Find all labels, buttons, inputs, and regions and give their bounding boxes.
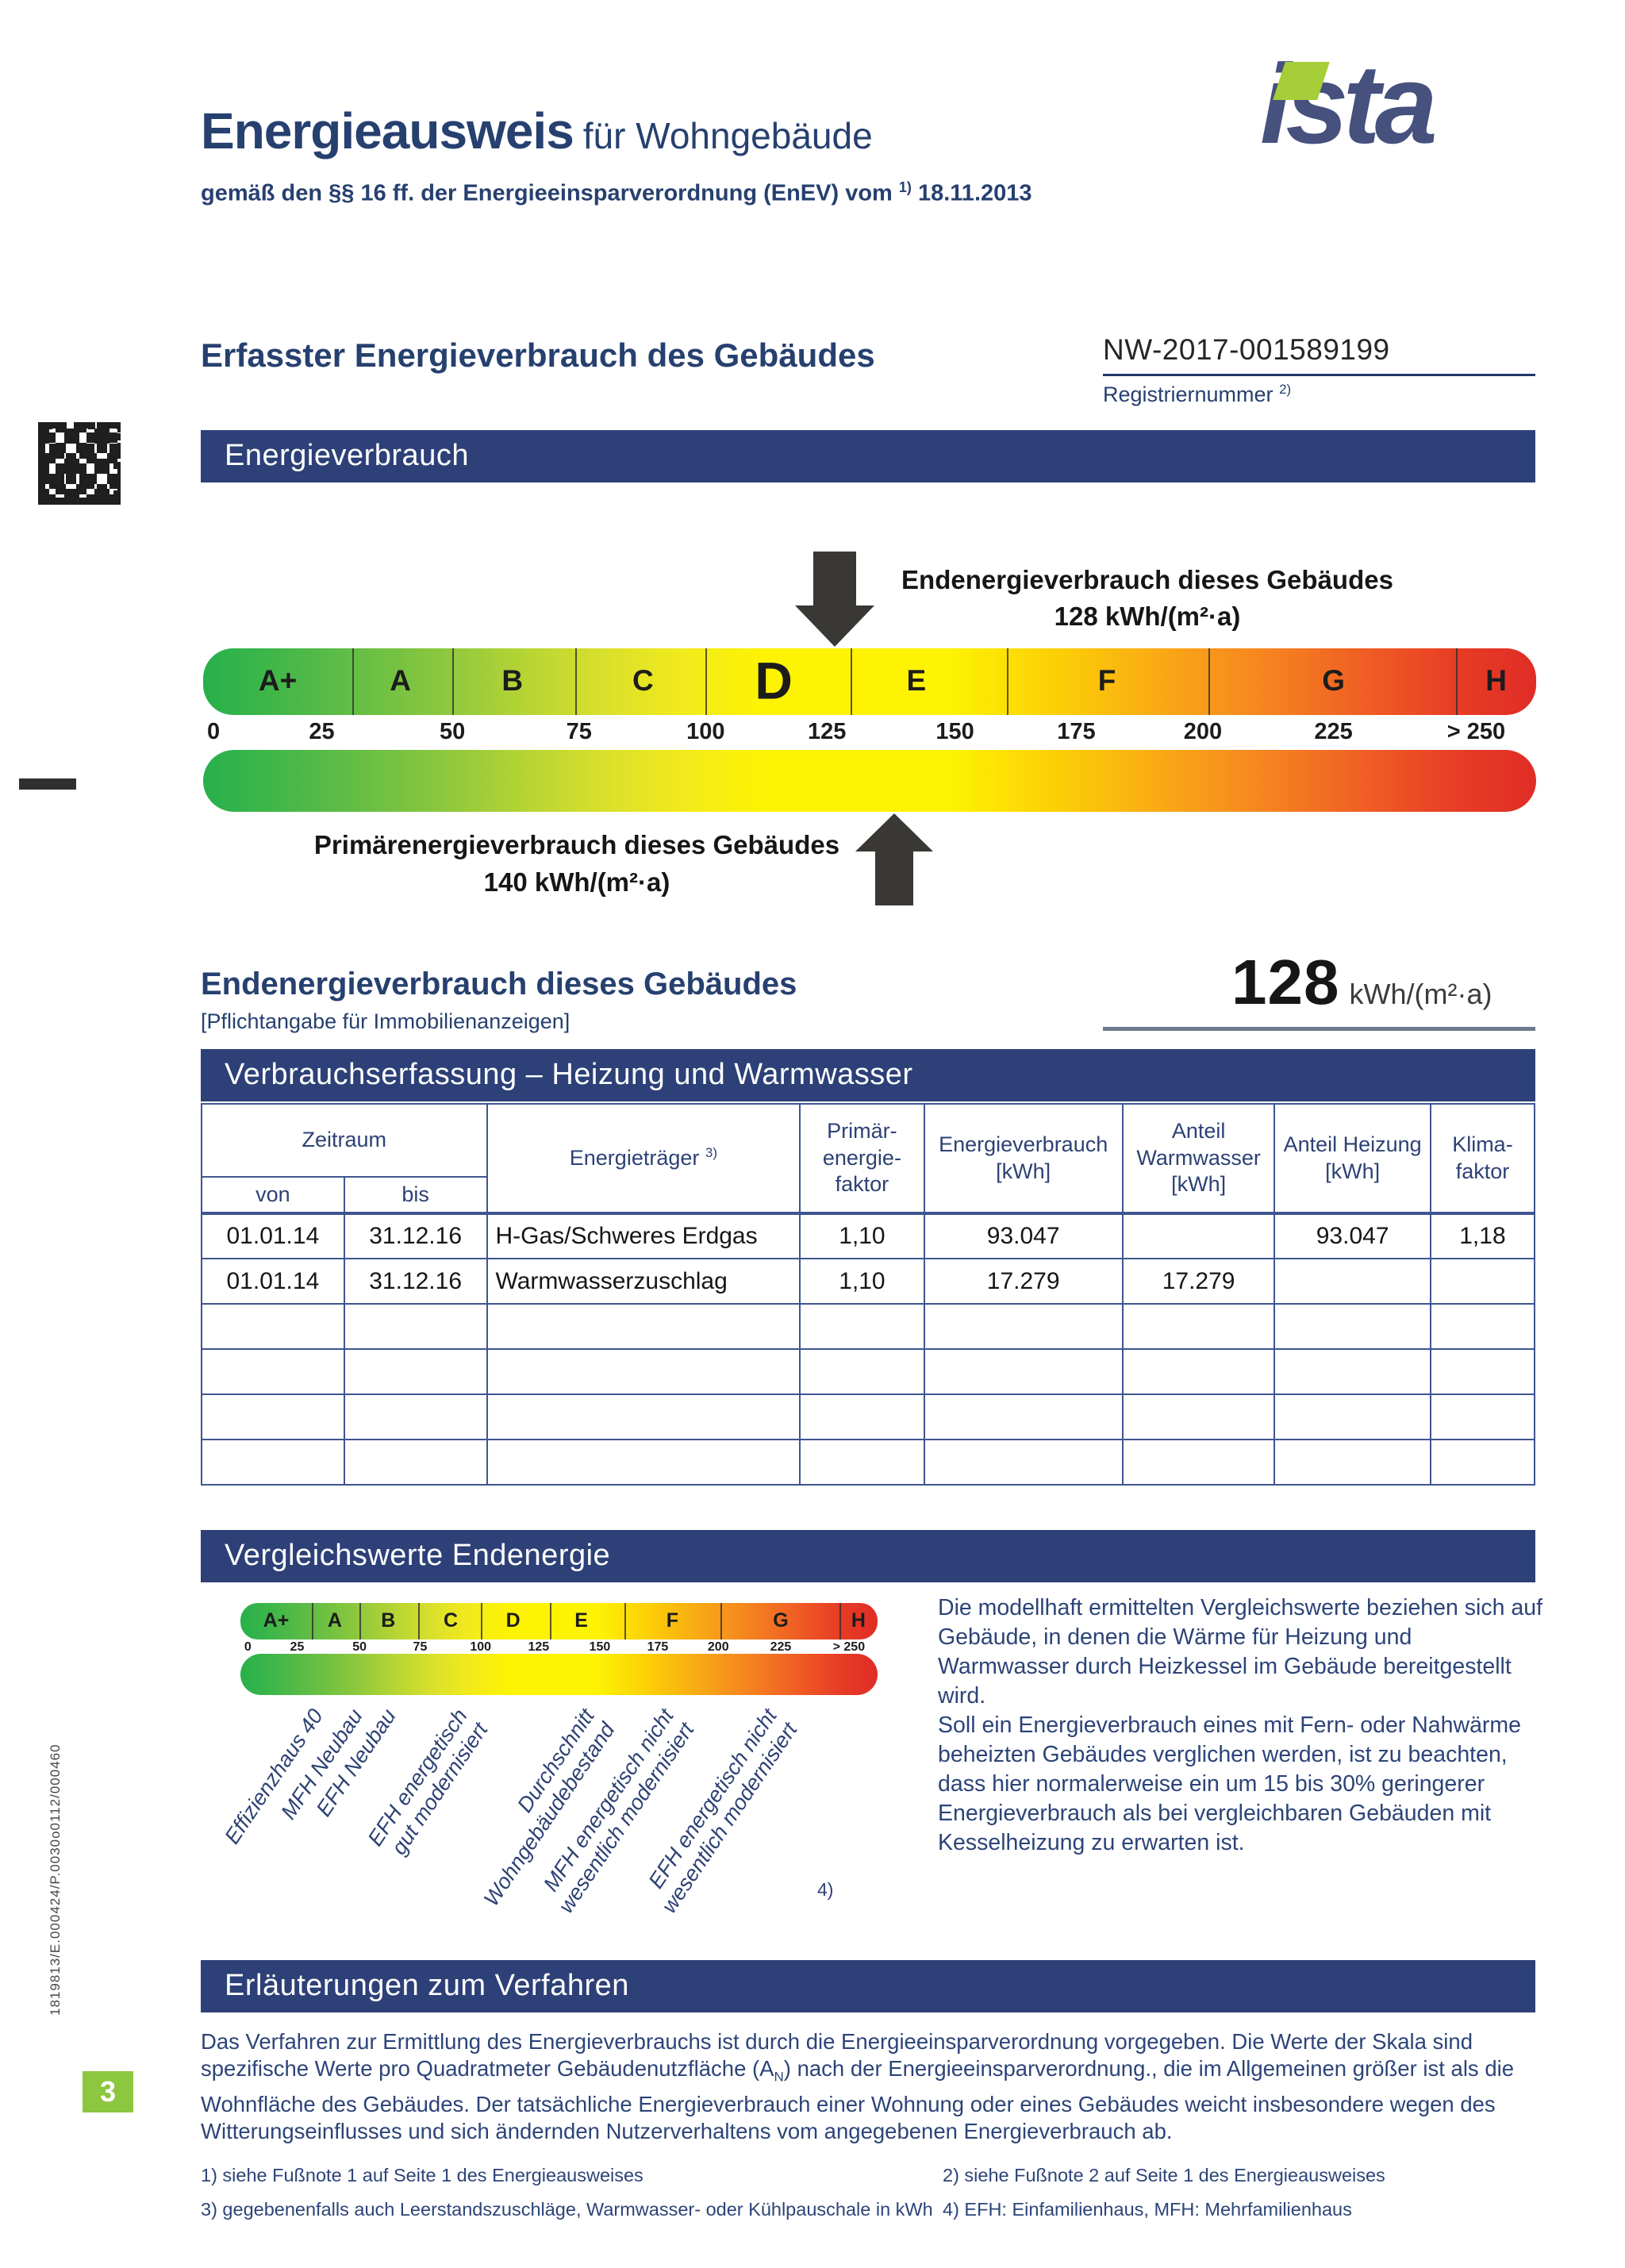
- primary-energy-arrow-label: Primärenergieverbrauch dieses Gebäudes 1…: [299, 830, 855, 898]
- cell-klimafaktor: 1,18: [1429, 1213, 1536, 1259]
- footnote-4: 4) EFH: Einfamilienhaus, MFH: Mehrfamili…: [943, 2199, 1352, 2220]
- cell-energietraeger: Warmwasserzuschlag: [486, 1258, 801, 1305]
- method-explanation-paragraph: Das Verfahren zur Ermittlung des Energie…: [201, 2029, 1515, 2143]
- comparison-footnote-marker: 4): [817, 1879, 834, 1900]
- cell-klimafaktor: [1429, 1258, 1536, 1305]
- comparison-text-block: Die modellhaft ermittelten Vergleichswer…: [938, 1593, 1545, 1858]
- grade-f: F: [1097, 664, 1116, 698]
- col-header-zeitraum: Zeitraum: [201, 1103, 488, 1177]
- title-main: Energieausweis: [201, 102, 574, 160]
- table-row-empty: [201, 1439, 1536, 1486]
- an-subscript: N: [774, 2069, 784, 2085]
- table-row: 01.01.14 31.12.16 H-Gas/Schweres Erdgas …: [201, 1213, 1536, 1259]
- endenergie-value-underline: [1103, 1027, 1535, 1031]
- primary-energy-label-text: Primärenergieverbrauch dieses Gebäudes: [313, 830, 840, 859]
- grade-b: B: [501, 664, 524, 698]
- end-energy-indicator-arrow-icon: [795, 552, 874, 647]
- end-energy-label-text: Endenergieverbrauch dieses Gebäudes: [901, 565, 1393, 594]
- comparison-gradient-band: [240, 1654, 878, 1695]
- col-header-klimafaktor: Klima- faktor: [1429, 1103, 1536, 1215]
- document-title-block: Energieausweis für Wohngebäude gemäß den …: [201, 102, 1032, 207]
- banner-verbrauchserfassung: Verbrauchserfassung – Heizung und Warmwa…: [201, 1049, 1535, 1101]
- ista-logo: ista: [1260, 35, 1538, 175]
- primary-energy-indicator-arrow-icon: [855, 813, 933, 905]
- cell-von: 01.01.14: [201, 1213, 345, 1259]
- col-header-anteil-heizung: Anteil Heizung [kWh]: [1273, 1103, 1431, 1215]
- data-matrix-code: [38, 422, 121, 505]
- grade-d-current-rating: D: [755, 651, 793, 710]
- cell-energieverbrauch: 93.047: [923, 1213, 1124, 1259]
- col-header-primaerenergiefaktor: Primär- energie- faktor: [799, 1103, 925, 1215]
- cell-primaerfaktor: 1,10: [799, 1258, 925, 1305]
- col-header-energieverbrauch: Energieverbrauch [kWh]: [923, 1103, 1124, 1215]
- cell-anteil-heizung: [1273, 1258, 1431, 1305]
- comparison-paragraph-2: Soll ein Energieverbrauch eines mit Fern…: [938, 1713, 1522, 1855]
- subtitle-date: 18.11.2013: [917, 180, 1032, 206]
- energietraeger-footnote-marker: 3): [705, 1145, 718, 1161]
- subtitle-footnote-marker: 1): [898, 179, 912, 195]
- col-header-anteil-warmwasser: Anteil Warmwasser [kWh]: [1121, 1103, 1276, 1215]
- registration-footnote-marker: 2): [1279, 382, 1292, 397]
- grade-h: H: [1485, 664, 1507, 698]
- page-title: Energieausweis für Wohngebäude: [201, 102, 1032, 160]
- page-number-badge: 3: [83, 2071, 133, 2112]
- footnotes: 1) siehe Fußnote 1 auf Seite 1 des Energ…: [201, 2165, 1542, 2220]
- comparison-scale-tick-labels: 0 25 50 75 100 125 150 175 200 225 > 250: [244, 1640, 866, 1654]
- cell-anteil-heizung: 93.047: [1273, 1213, 1431, 1259]
- col-header-bis: bis: [343, 1176, 488, 1215]
- table-row-empty: [201, 1303, 1536, 1350]
- endenergie-value: 128 kWh/(m²·a): [1231, 946, 1492, 1019]
- registration-underline: [1103, 374, 1535, 376]
- banner-erlaeuterungen: Erläuterungen zum Verfahren: [201, 1960, 1535, 2012]
- primary-energy-gradient-band: [203, 750, 1536, 812]
- grade-c: C: [632, 664, 654, 698]
- cell-bis: 31.12.16: [343, 1213, 488, 1259]
- table-row: 01.01.14 31.12.16 Warmwasserzuschlag 1,1…: [201, 1258, 1536, 1305]
- grade-g: G: [1322, 664, 1346, 698]
- table-row-empty: [201, 1348, 1536, 1395]
- registration-label: Registriernummer 2): [1103, 382, 1292, 406]
- print-registration-dash: [19, 778, 76, 790]
- endenergie-value-number: 128: [1231, 947, 1340, 1017]
- title-suffix: für Wohngebäude: [582, 115, 873, 156]
- banner-energieverbrauch: Energieverbrauch: [201, 430, 1535, 482]
- endenergie-value-unit: kWh/(m²·a): [1349, 978, 1492, 1010]
- registration-block: NW-2017-001589199 Registriernummer 2): [1103, 333, 1535, 407]
- end-energy-label-value: 128 kWh/(m²·a): [1054, 602, 1241, 631]
- end-energy-arrow-label: Endenergieverbrauch dieses Gebäudes 128 …: [870, 565, 1425, 632]
- col-header-von: von: [201, 1176, 345, 1215]
- consumption-table: Zeitraum Energieträger 3) Primär- energi…: [201, 1103, 1536, 1486]
- title-subtitle: gemäß den §§ 16 ff. der Energieeinsparve…: [201, 179, 1032, 207]
- document-side-code: 1819813/E.000424/P.0030o0112/000460: [48, 1743, 63, 2016]
- table-row-empty: [201, 1393, 1536, 1440]
- grade-e: E: [906, 664, 927, 698]
- cell-energietraeger: H-Gas/Schweres Erdgas: [486, 1213, 801, 1259]
- grade-a: A: [390, 664, 411, 698]
- grade-a-plus: A+: [258, 664, 298, 698]
- comparison-paragraph-1: Die modellhaft ermittelten Vergleichswer…: [938, 1595, 1542, 1709]
- cell-anteil-warmwasser: 17.279: [1121, 1258, 1276, 1305]
- subtitle-text: gemäß den §§ 16 ff. der Energieeinsparve…: [201, 180, 893, 206]
- energy-scale-grade-band: A+ A B C D E F G H: [203, 648, 1536, 715]
- cell-von: 01.01.14: [201, 1258, 345, 1305]
- registration-number: NW-2017-001589199: [1103, 333, 1390, 366]
- footnote-2: 2) siehe Fußnote 2 auf Seite 1 des Energ…: [943, 2165, 1385, 2185]
- cell-energieverbrauch: 17.279: [923, 1258, 1124, 1305]
- endenergie-note: [Pflichtangabe für Immobilienanzeigen]: [201, 1009, 570, 1033]
- energy-scale-tick-labels: 0 25 50 75 100 125 150 175 200 225 > 250: [207, 719, 1506, 744]
- comparison-grade-band: A+ A B C D E F G H: [240, 1603, 878, 1639]
- cell-primaerfaktor: 1,10: [799, 1213, 925, 1259]
- primary-energy-label-value: 140 kWh/(m²·a): [483, 867, 670, 897]
- ista-logo-text: ista: [1260, 41, 1438, 167]
- footnote-3: 3) gegebenenfalls auch Leerstandszuschlä…: [201, 2199, 933, 2220]
- footnote-1: 1) siehe Fußnote 1 auf Seite 1 des Energ…: [201, 2165, 643, 2185]
- banner-vergleichswerte: Vergleichswerte Endenergie: [201, 1530, 1535, 1582]
- col-header-energietraeger: Energieträger 3): [486, 1103, 801, 1215]
- section-heading: Erfasster Energieverbrauch des Gebäudes: [201, 336, 875, 374]
- endenergie-heading: Endenergieverbrauch dieses Gebäudes: [201, 967, 797, 1001]
- cell-anteil-warmwasser: [1121, 1213, 1276, 1259]
- cell-bis: 31.12.16: [343, 1258, 488, 1305]
